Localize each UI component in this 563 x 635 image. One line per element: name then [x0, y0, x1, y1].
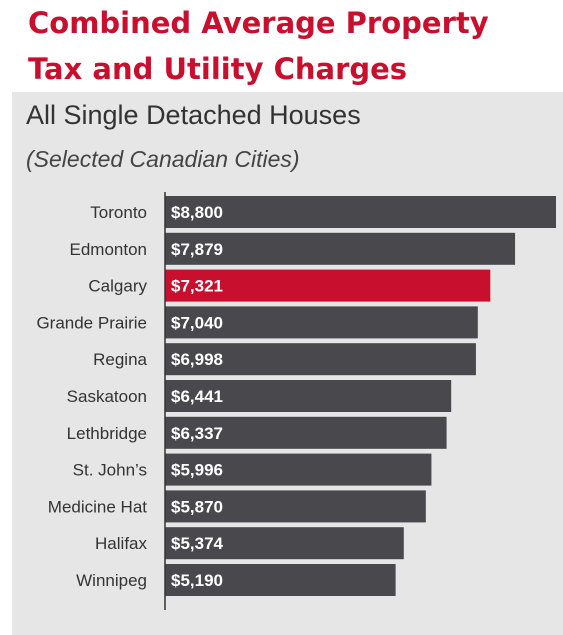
value-label: $5,374 [171, 534, 224, 553]
category-label: Medicine Hat [48, 497, 147, 516]
category-label: Winnipeg [76, 571, 147, 590]
category-label: St. John’s [73, 461, 147, 480]
category-label: Regina [93, 350, 147, 369]
value-label: $7,321 [171, 277, 223, 296]
chart-subtitle: All Single Detached Houses [26, 100, 361, 130]
value-label: $6,441 [171, 387, 223, 406]
chart-main-title-line2: Tax and Utility Charges [28, 52, 408, 86]
value-label: $6,998 [171, 350, 223, 369]
category-label: Toronto [90, 203, 147, 222]
value-label: $7,879 [171, 240, 223, 259]
category-label: Edmonton [70, 240, 148, 259]
bar-edmonton [165, 232, 516, 265]
bar-calgary [165, 269, 491, 302]
value-label: $8,800 [171, 203, 223, 222]
category-label: Calgary [88, 277, 147, 296]
category-label: Lethbridge [67, 424, 147, 443]
bar-grande-prairie [165, 306, 478, 339]
value-label: $7,040 [171, 313, 223, 332]
bar-toronto [165, 196, 556, 228]
bar-lethbridge [165, 416, 447, 449]
bar-halifax [165, 527, 404, 560]
value-label: $5,996 [171, 461, 223, 480]
value-label: $5,190 [171, 571, 223, 590]
value-label: $6,337 [171, 424, 223, 443]
bar-winnipeg [165, 564, 396, 596]
bar-st-john-s [165, 453, 432, 486]
category-label: Saskatoon [67, 387, 147, 406]
bar-regina [165, 343, 476, 376]
bar-medicine-hat [165, 490, 426, 523]
chart-main-title-line1: Combined Average Property [28, 6, 489, 40]
category-label: Halifax [95, 534, 147, 553]
chart-note: (Selected Canadian Cities) [26, 146, 300, 172]
value-label: $5,870 [171, 497, 223, 516]
bar-saskatoon [165, 380, 452, 412]
category-label: Grande Prairie [36, 313, 147, 332]
chart-main-title: Combined Average Property Tax and Utilit… [28, 0, 548, 92]
